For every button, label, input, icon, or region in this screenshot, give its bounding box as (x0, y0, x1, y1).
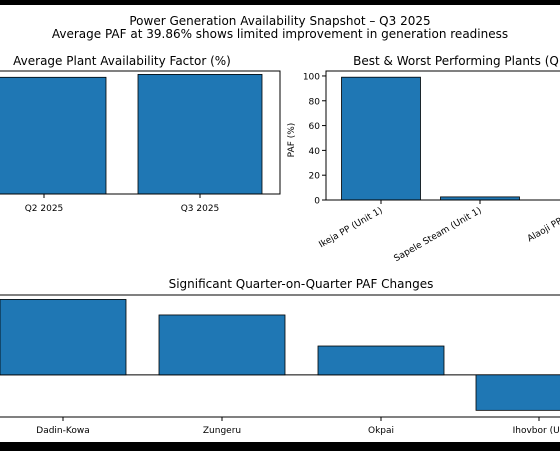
x-tick-label: Zungeru (203, 426, 241, 436)
x-tick-label: Okpai (368, 426, 394, 436)
y-tick-label: 60 (309, 122, 321, 132)
y-tick-label: 0 (314, 197, 320, 207)
x-tick-label: Q3 2025 (181, 204, 220, 214)
x-tick-label: Q2 2025 (25, 204, 64, 214)
bar (475, 374, 560, 411)
chart-panel-average-paf: Average Plant Availability Factor (%) Q2… (0, 54, 281, 214)
plot-frame (0, 294, 560, 418)
y-tick-label: 80 (309, 97, 321, 107)
chart-title: Significant Quarter-on-Quarter PAF Chang… (169, 277, 434, 291)
figure-subtitle: Average PAF at 39.86% shows limited impr… (52, 27, 508, 41)
chart-panel-qoq-changes: Significant Quarter-on-Quarter PAF Chang… (0, 277, 560, 436)
figure-svg: Power Generation Availability Snapshot –… (0, 14, 560, 436)
y-tick-label: 40 (309, 147, 321, 157)
figure-title: Power Generation Availability Snapshot –… (129, 14, 430, 28)
x-tick-label: Alaoji PP (Uni (526, 206, 560, 244)
figure-canvas: Power Generation Availability Snapshot –… (0, 5, 560, 442)
y-tick-label: 100 (303, 72, 320, 82)
plot-frame (0, 70, 281, 195)
x-tick-label: Sapele Steam (Unit 1) (393, 206, 484, 264)
y-tick-label: 20 (309, 172, 321, 182)
x-tick-label: Ikeja PP (Unit 1) (317, 206, 384, 250)
y-axis-label: PAF (%) (287, 123, 297, 158)
bar (317, 345, 445, 376)
bar (158, 314, 286, 376)
bar (0, 76, 107, 195)
chart-title: Best & Worst Performing Plants (Q (353, 54, 559, 68)
chart-title: Average Plant Availability Factor (%) (13, 54, 231, 68)
bar (341, 76, 421, 201)
x-tick-label: Ihovbor (Un (513, 426, 560, 436)
bar (0, 299, 127, 376)
chart-panel-best-worst: Best & Worst Performing Plants (Q PAF (%… (287, 54, 560, 264)
plot-frame (325, 70, 560, 201)
x-tick-label: Dadin-Kowa (36, 426, 89, 436)
bar (137, 74, 263, 195)
